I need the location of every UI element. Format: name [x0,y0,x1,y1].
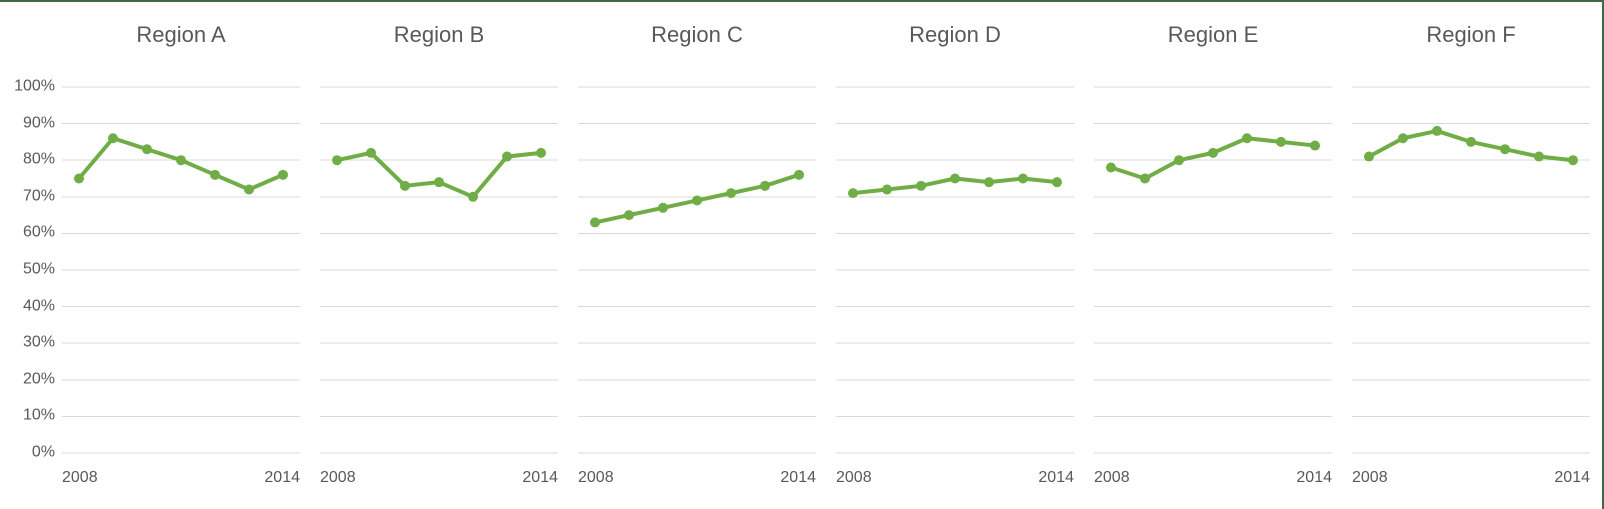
chart-panel: Region F 2008 2014 [1352,2,1590,509]
panel-title: Region D [909,22,1001,47]
data-point-marker [658,202,668,213]
data-point-marker [760,180,770,191]
y-tick-label: 80% [22,150,55,168]
data-point-marker [210,169,220,180]
x-tick-end: 2014 [264,469,300,486]
x-tick-start: 2008 [1352,469,1388,486]
data-point-marker [726,188,736,199]
line-chart-svg [836,86,1074,454]
data-point-marker [692,195,702,206]
data-point-marker [1568,155,1578,166]
data-point-marker [244,184,254,195]
data-point-marker [502,151,512,162]
data-point-marker [1432,125,1442,136]
x-tick-end: 2014 [1296,469,1332,486]
data-point-marker [590,217,600,228]
data-point-marker [1106,162,1116,173]
y-axis: 100% 90% 80% 70% 60% 50% 40% 30% 20% 10% 0% [0,78,55,461]
data-point-marker [882,184,892,195]
line-chart-svg [578,86,816,454]
data-point-marker [536,147,546,158]
chart-panel: Region D 2008 2014 [836,2,1074,509]
y-tick-label: 60% [22,224,55,242]
chart-panel: Region E 2008 2014 [1094,2,1332,509]
data-point-marker [278,169,288,180]
x-tick-start: 2008 [62,469,98,486]
data-point-marker [1310,140,1320,151]
data-point-marker [434,177,444,188]
x-axis-labels: 2008 2014 [320,469,558,487]
line-chart-svg [1094,86,1332,454]
plot-area [836,86,1074,454]
plot-area [578,86,816,454]
line-chart-svg [320,86,558,454]
line-chart-svg [62,86,300,454]
x-axis-labels: 2008 2014 [836,469,1074,487]
x-axis-labels: 2008 2014 [1352,469,1590,487]
x-tick-start: 2008 [836,469,872,486]
y-tick-label: 100% [14,77,55,95]
data-point-marker [1018,173,1028,184]
x-axis-labels: 2008 2014 [62,469,300,487]
data-point-marker [950,173,960,184]
plot-area [320,86,558,454]
panel-title: Region F [1426,22,1516,47]
x-tick-start: 2008 [320,469,356,486]
y-tick-label: 0% [31,443,55,461]
y-tick-label: 70% [22,187,55,205]
data-point-marker [848,188,858,199]
x-tick-end: 2014 [1038,469,1074,486]
charts-row: Region A 2008 2014 Region B 2008 2014 Re… [62,2,1590,509]
panel-title: Region B [393,22,485,47]
y-tick-label: 10% [22,407,55,425]
panel-title: Region E [1167,22,1259,47]
chart-panel: Region C 2008 2014 [578,2,816,509]
plot-area [1352,86,1590,454]
chart-panel: Region B 2008 2014 [320,2,558,509]
data-point-marker [366,147,376,158]
data-point-marker [1364,151,1374,162]
y-tick-label: 90% [22,114,55,132]
data-point-marker [1208,147,1218,158]
data-point-marker [108,133,118,144]
data-point-marker [1140,173,1150,184]
data-point-marker [1466,136,1476,147]
data-point-marker [142,144,152,155]
x-axis-labels: 2008 2014 [1094,469,1332,487]
data-point-marker [468,191,478,202]
x-axis-labels: 2008 2014 [578,469,816,487]
data-point-marker [1276,136,1286,147]
data-point-marker [400,180,410,191]
x-tick-end: 2014 [522,469,558,486]
plot-area [62,86,300,454]
data-point-marker [332,155,342,166]
data-point-marker [74,173,84,184]
data-point-marker [1534,151,1544,162]
chart-panel: Region A 2008 2014 [62,2,300,509]
data-point-marker [1052,177,1062,188]
panel-title: Region A [136,22,226,47]
y-tick-label: 20% [22,370,55,388]
data-point-marker [1398,133,1408,144]
data-point-marker [1174,155,1184,166]
data-point-marker [984,177,994,188]
data-point-marker [624,210,634,221]
y-tick-label: 40% [22,297,55,315]
plot-area [1094,86,1332,454]
data-point-marker [176,155,186,166]
x-tick-start: 2008 [1094,469,1130,486]
y-tick-label: 30% [22,333,55,351]
x-tick-end: 2014 [780,469,816,486]
data-point-marker [1500,144,1510,155]
y-tick-label: 50% [22,260,55,278]
line-chart-svg [1352,86,1590,454]
x-tick-end: 2014 [1554,469,1590,486]
data-point-marker [916,180,926,191]
data-point-marker [794,169,804,180]
x-tick-start: 2008 [578,469,614,486]
panel-title: Region C [651,22,743,47]
data-point-marker [1242,133,1252,144]
